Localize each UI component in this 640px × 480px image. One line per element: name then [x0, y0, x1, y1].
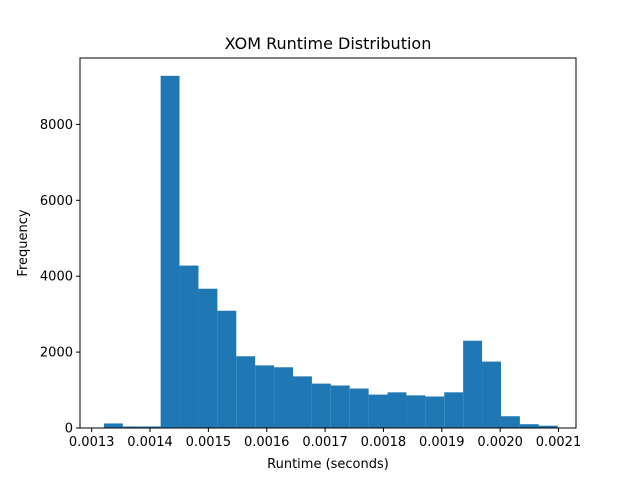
histogram-bar — [122, 426, 142, 428]
y-tick-label: 2000 — [40, 346, 73, 361]
y-tick-label: 4000 — [40, 270, 73, 285]
histogram-bar — [330, 385, 350, 428]
histogram-bar — [198, 288, 218, 428]
histogram-bar — [103, 423, 123, 428]
histogram-bar — [349, 388, 369, 428]
x-tick-label: 0.0020 — [477, 435, 523, 450]
histogram-bar — [500, 416, 520, 428]
x-tick-label: 0.0021 — [536, 435, 582, 450]
histogram-bar — [538, 425, 558, 428]
histogram-bar — [519, 424, 539, 428]
histogram-bar — [236, 356, 256, 428]
y-axis-label: Frequency — [16, 209, 31, 276]
histogram-bar — [482, 361, 501, 428]
x-axis-label: Runtime (seconds) — [267, 457, 389, 472]
histogram-bar — [217, 310, 237, 428]
x-tick-label: 0.0019 — [419, 435, 465, 450]
histogram-bar — [311, 383, 331, 428]
histogram-bar — [255, 365, 275, 428]
chart-title: XOM Runtime Distribution — [225, 34, 432, 53]
histogram-bar — [368, 394, 388, 428]
y-tick-label: 8000 — [40, 118, 73, 133]
y-axis-ticks: 0 2000 4000 6000 8000 — [40, 118, 80, 437]
y-tick-label: 6000 — [40, 194, 73, 209]
histogram-bar — [444, 392, 464, 428]
x-tick-label: 0.0014 — [127, 435, 173, 450]
histogram-bar — [179, 265, 199, 428]
histogram-bar — [274, 367, 293, 428]
histogram-bar — [292, 376, 312, 428]
x-tick-label: 0.0016 — [244, 435, 290, 450]
histogram-bar — [160, 75, 180, 428]
x-tick-label: 0.0013 — [69, 435, 115, 450]
x-tick-label: 0.0015 — [186, 435, 232, 450]
bars-layer — [103, 75, 558, 428]
y-tick-label: 0 — [65, 422, 73, 437]
histogram-bar — [425, 396, 445, 428]
x-tick-label: 0.0018 — [361, 435, 407, 450]
histogram-bar — [141, 426, 161, 428]
histogram-bar — [387, 392, 407, 428]
plot-frame — [79, 57, 577, 429]
x-axis-ticks: 0.0013 0.0014 0.0015 0.0016 0.0017 0.0018 0.00… — [69, 428, 581, 450]
histogram-bar — [463, 340, 483, 428]
x-tick-label: 0.0017 — [302, 435, 348, 450]
histogram-bar — [406, 395, 426, 428]
